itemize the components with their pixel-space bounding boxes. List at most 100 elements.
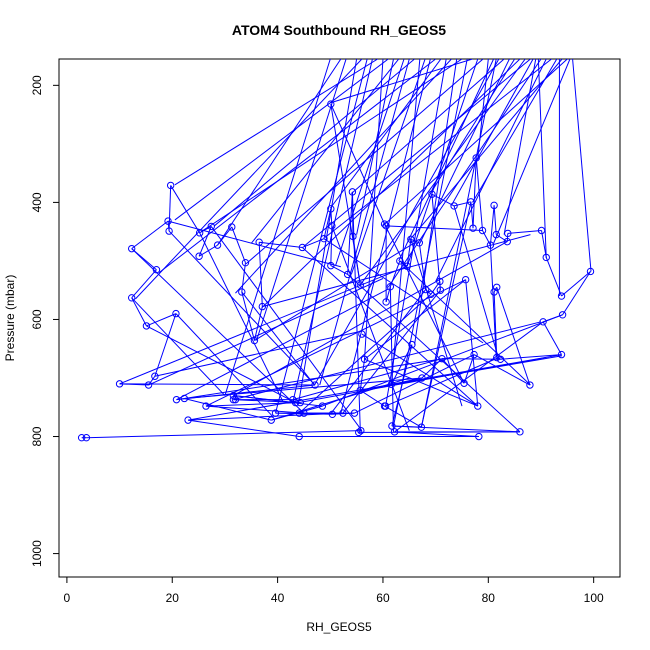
data-point: [516, 428, 524, 436]
plot-frame: [58, 58, 621, 578]
chart-title: ATOM4 Southbound RH_GEOS5: [232, 22, 446, 38]
series-line-segment: [410, 239, 463, 407]
data-point: [467, 198, 475, 206]
series-line-segment: [233, 395, 323, 407]
data-point: [180, 394, 189, 403]
series-line-segment: [493, 59, 571, 244]
series-line-segment: [418, 242, 427, 290]
y-tick-label: 800: [30, 426, 44, 446]
series-line-segment: [347, 274, 521, 433]
series-line-segment: [275, 412, 333, 415]
data-point: [296, 398, 304, 407]
series-line-segment: [500, 354, 562, 360]
series-lines: [81, 59, 592, 439]
data-point: [490, 201, 498, 210]
data-point: [539, 318, 547, 326]
data-point: [195, 252, 203, 260]
series-line-segment: [319, 59, 410, 386]
series-line-segment: [184, 377, 422, 399]
series-line-segment: [168, 185, 172, 232]
data-point: [195, 229, 204, 237]
data-point: [382, 298, 390, 306]
series-line-segment: [131, 269, 157, 299]
data-point: [164, 217, 172, 225]
series-line-segment: [241, 291, 315, 386]
data-point: [144, 381, 153, 389]
series-line-segment: [324, 59, 552, 238]
data-point: [327, 261, 335, 270]
data-point: [355, 428, 363, 437]
series-line-segment: [351, 191, 361, 431]
data-point: [427, 290, 435, 298]
series-line-segment: [331, 225, 410, 431]
series-line-segment: [131, 297, 226, 396]
series-line-segment: [350, 59, 426, 275]
x-tick-label: 60: [376, 591, 390, 605]
y-tick-label: 1000: [30, 540, 44, 567]
series-line-segment: [572, 59, 592, 272]
series-line-segment: [298, 293, 432, 414]
series-line-segment: [233, 321, 542, 401]
series-line-segment: [148, 375, 156, 386]
data-point: [343, 270, 352, 279]
data-point: [438, 354, 446, 363]
data-point: [348, 188, 357, 196]
series-line-segment: [154, 313, 177, 377]
series-line-segment: [292, 358, 443, 401]
series-line-segment: [335, 59, 405, 266]
series-line-segment: [205, 405, 304, 414]
series-line-segment: [340, 59, 431, 414]
series-line-segment: [473, 354, 531, 386]
series-line-segment: [391, 425, 520, 433]
series-line-segment: [231, 226, 246, 263]
data-point: [396, 257, 404, 265]
data-point: [327, 100, 335, 108]
data-point: [166, 181, 175, 190]
data-point: [357, 426, 365, 435]
series-line-segment: [329, 289, 427, 415]
data-point: [387, 380, 396, 389]
series-points: [77, 100, 595, 442]
data-point: [358, 330, 366, 338]
data-point: [469, 224, 477, 232]
data-point: [228, 223, 236, 231]
data-point: [386, 282, 395, 291]
data-point: [172, 309, 180, 318]
series-line-segment: [314, 59, 500, 386]
series-line-segment: [364, 358, 478, 407]
series-line-segment: [385, 286, 391, 303]
series-line-segment: [359, 59, 526, 286]
series-line-segment: [214, 59, 415, 227]
series-line-segment: [323, 208, 332, 239]
data-point: [415, 239, 424, 247]
data-point: [408, 340, 416, 349]
data-point: [127, 294, 136, 302]
data-point: [557, 292, 566, 300]
data-point: [360, 355, 369, 363]
series-line-segment: [465, 279, 479, 407]
x-axis: 0 20 40 60 80 100: [64, 577, 604, 605]
x-tick-label: 0: [64, 591, 71, 605]
data-point: [349, 232, 357, 241]
series-line-segment: [200, 59, 463, 233]
data-point: [318, 402, 327, 410]
series-line-segment: [148, 278, 384, 386]
series-line-segment: [385, 357, 500, 407]
series-line-segment: [390, 59, 421, 385]
series-line-segment: [146, 313, 177, 327]
data-point: [231, 395, 240, 404]
data-point: [418, 374, 426, 382]
data-point: [493, 353, 501, 362]
series-line-segment: [382, 59, 568, 227]
x-tick-label: 100: [584, 591, 604, 605]
data-point: [380, 220, 389, 228]
data-point: [271, 409, 280, 417]
series-line-segment: [495, 234, 508, 243]
data-point: [558, 311, 567, 319]
data-point: [356, 281, 365, 289]
series-line-segment: [386, 225, 483, 231]
data-point: [472, 154, 480, 162]
data-point: [152, 266, 161, 274]
series-line-segment: [472, 59, 558, 203]
data-point: [151, 372, 159, 380]
